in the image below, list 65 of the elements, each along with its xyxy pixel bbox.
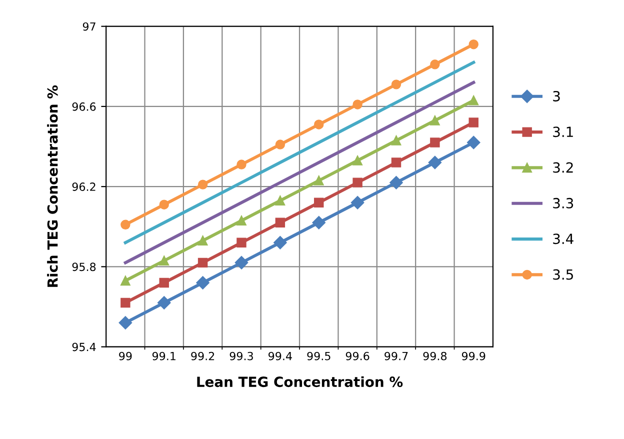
point	[275, 196, 286, 206]
point	[274, 236, 287, 250]
point	[352, 156, 362, 166]
point	[120, 276, 130, 286]
point	[430, 116, 440, 126]
legend-label: 3	[553, 90, 560, 102]
point	[390, 176, 403, 190]
point	[314, 120, 324, 130]
point	[391, 80, 402, 90]
y-tick-label: 97	[82, 22, 96, 31]
point	[468, 40, 478, 50]
point	[312, 216, 326, 230]
point	[196, 276, 210, 290]
point	[430, 60, 440, 70]
y-tick-label: 95.8	[72, 262, 96, 272]
x-tick-label: 99.8	[423, 352, 447, 360]
point	[120, 220, 130, 230]
x-tick-label: 99.4	[268, 352, 292, 360]
point	[234, 256, 248, 270]
legend-label: 3.1	[553, 126, 573, 138]
point	[159, 200, 169, 210]
point	[468, 96, 478, 106]
point	[275, 218, 286, 228]
x-tick-label: 99.1	[152, 352, 176, 360]
point	[236, 216, 246, 226]
point	[158, 296, 171, 310]
point	[159, 278, 169, 288]
x-tick-label: 99.6	[346, 352, 370, 360]
point	[236, 160, 246, 170]
x-tick-label: 99.2	[191, 352, 214, 360]
y-tick-label: 95.4	[72, 342, 96, 352]
point	[391, 158, 402, 168]
point	[314, 176, 324, 186]
x-tick-label: 99.7	[384, 352, 408, 360]
point	[352, 100, 362, 110]
line-series	[124, 80, 476, 264]
legend-label: 3.5	[553, 269, 573, 280]
x-tick-label: 99.3	[230, 352, 253, 360]
x-axis-title: Lean TEG Concentration %	[197, 376, 403, 388]
point	[430, 138, 440, 148]
point	[468, 118, 478, 128]
point	[198, 180, 208, 190]
x-tick-label: 99.9	[462, 352, 486, 360]
point	[314, 198, 324, 208]
legend-label: 3.3	[553, 198, 574, 208]
point	[198, 236, 208, 246]
point	[198, 258, 208, 268]
point	[352, 178, 362, 188]
point	[467, 136, 480, 150]
point	[428, 156, 442, 170]
point	[120, 298, 130, 308]
line-series	[124, 60, 476, 244]
point	[391, 136, 402, 146]
legend-label: 3.4	[553, 234, 574, 244]
y-tick-label: 96.2	[72, 182, 96, 191]
y-tick-label: 96.6	[72, 102, 96, 111]
point	[118, 316, 132, 330]
legend-label: 3.2	[553, 162, 573, 173]
point	[159, 256, 169, 266]
point	[236, 238, 246, 248]
point	[275, 140, 286, 150]
point	[350, 196, 364, 210]
x-tick-label: 99	[119, 352, 132, 360]
y-axis-title: Rich TEG Concentration %	[47, 85, 58, 287]
x-tick-label: 99.5	[307, 352, 330, 360]
